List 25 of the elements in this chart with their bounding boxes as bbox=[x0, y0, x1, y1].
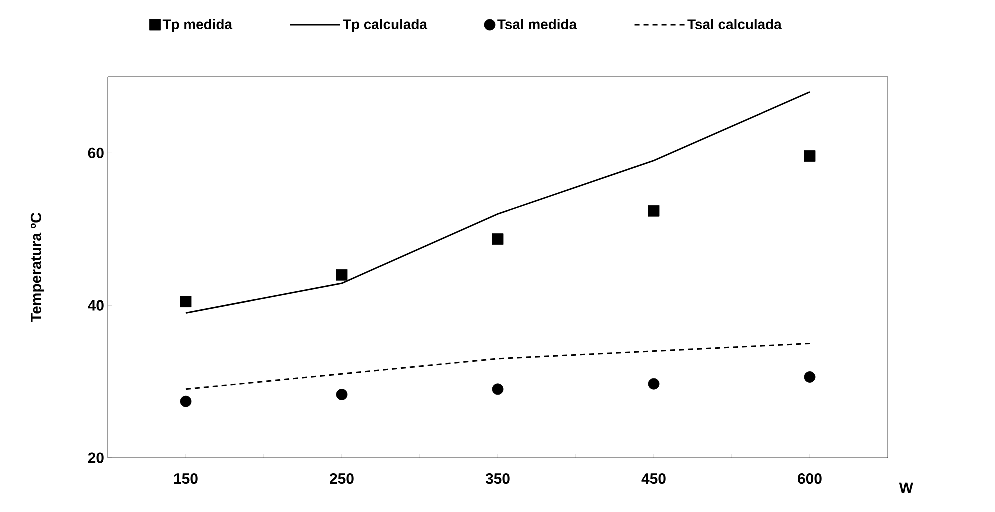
legend-label: Tsal calculada bbox=[688, 19, 782, 30]
point bbox=[492, 384, 504, 396]
point bbox=[180, 296, 192, 308]
point bbox=[180, 396, 192, 408]
y-tick-label: 60 bbox=[88, 148, 104, 158]
point bbox=[804, 150, 816, 162]
y-axis-title: Temperatura ºC bbox=[30, 213, 44, 322]
point bbox=[648, 205, 660, 217]
point bbox=[336, 389, 348, 400]
point bbox=[648, 378, 660, 390]
x-tick-label: 450 bbox=[642, 474, 666, 484]
point bbox=[336, 269, 348, 281]
legend-label: Tp calculada bbox=[343, 19, 428, 32]
line-series bbox=[185, 91, 811, 314]
legend-label: Tp medida bbox=[162, 19, 233, 32]
legend-label: Tsal medida bbox=[498, 19, 578, 30]
y-tick-label: 20 bbox=[88, 452, 104, 464]
x-tick-label: 350 bbox=[486, 474, 510, 484]
x-tick-label: 150 bbox=[174, 474, 198, 484]
x-tick-label: 600 bbox=[798, 474, 822, 484]
x-axis-title: W bbox=[899, 482, 914, 494]
point bbox=[804, 372, 816, 383]
x-tick-label: 250 bbox=[330, 474, 354, 484]
y-tick-label: 40 bbox=[88, 300, 104, 311]
point bbox=[492, 234, 504, 246]
